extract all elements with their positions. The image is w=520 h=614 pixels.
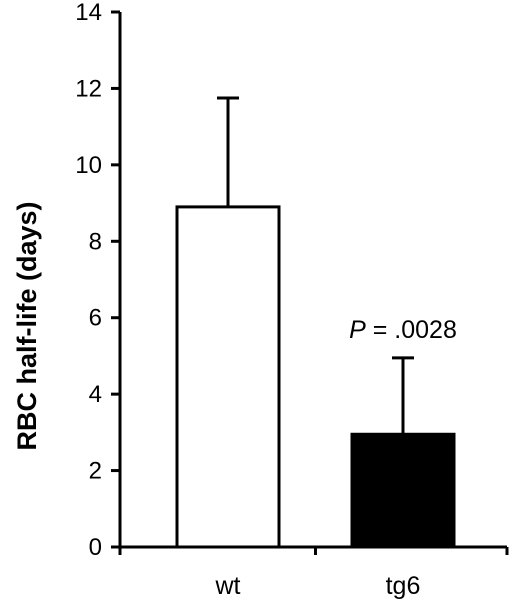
y-tick-label: 6 (89, 305, 102, 332)
y-axis-title: RBC half-life (days) (12, 201, 42, 450)
x-axis-labels: wt tg6 (215, 572, 421, 600)
bar-wt (175, 205, 281, 549)
y-tick-label: 8 (89, 228, 102, 255)
bar-tg6 (350, 432, 456, 549)
error-bars (217, 96, 414, 435)
bars (175, 205, 456, 549)
y-tick-label: 2 (89, 458, 102, 485)
y-tick-label: 4 (89, 381, 102, 408)
y-tick-label: 10 (75, 152, 102, 179)
y-axis-ticks: 0 2 4 6 8 10 12 14 (75, 0, 120, 561)
x-tick-label-tg6: tg6 (386, 572, 421, 600)
p-value-annotation: P = .0028 (349, 316, 457, 344)
x-tick-label-wt: wt (215, 572, 241, 600)
y-tick-label: 0 (89, 534, 102, 561)
p-value-symbol: P (349, 316, 366, 344)
p-value-text: = .0028 (366, 316, 457, 344)
y-tick-label: 14 (75, 0, 102, 26)
y-tick-label: 12 (75, 75, 102, 102)
